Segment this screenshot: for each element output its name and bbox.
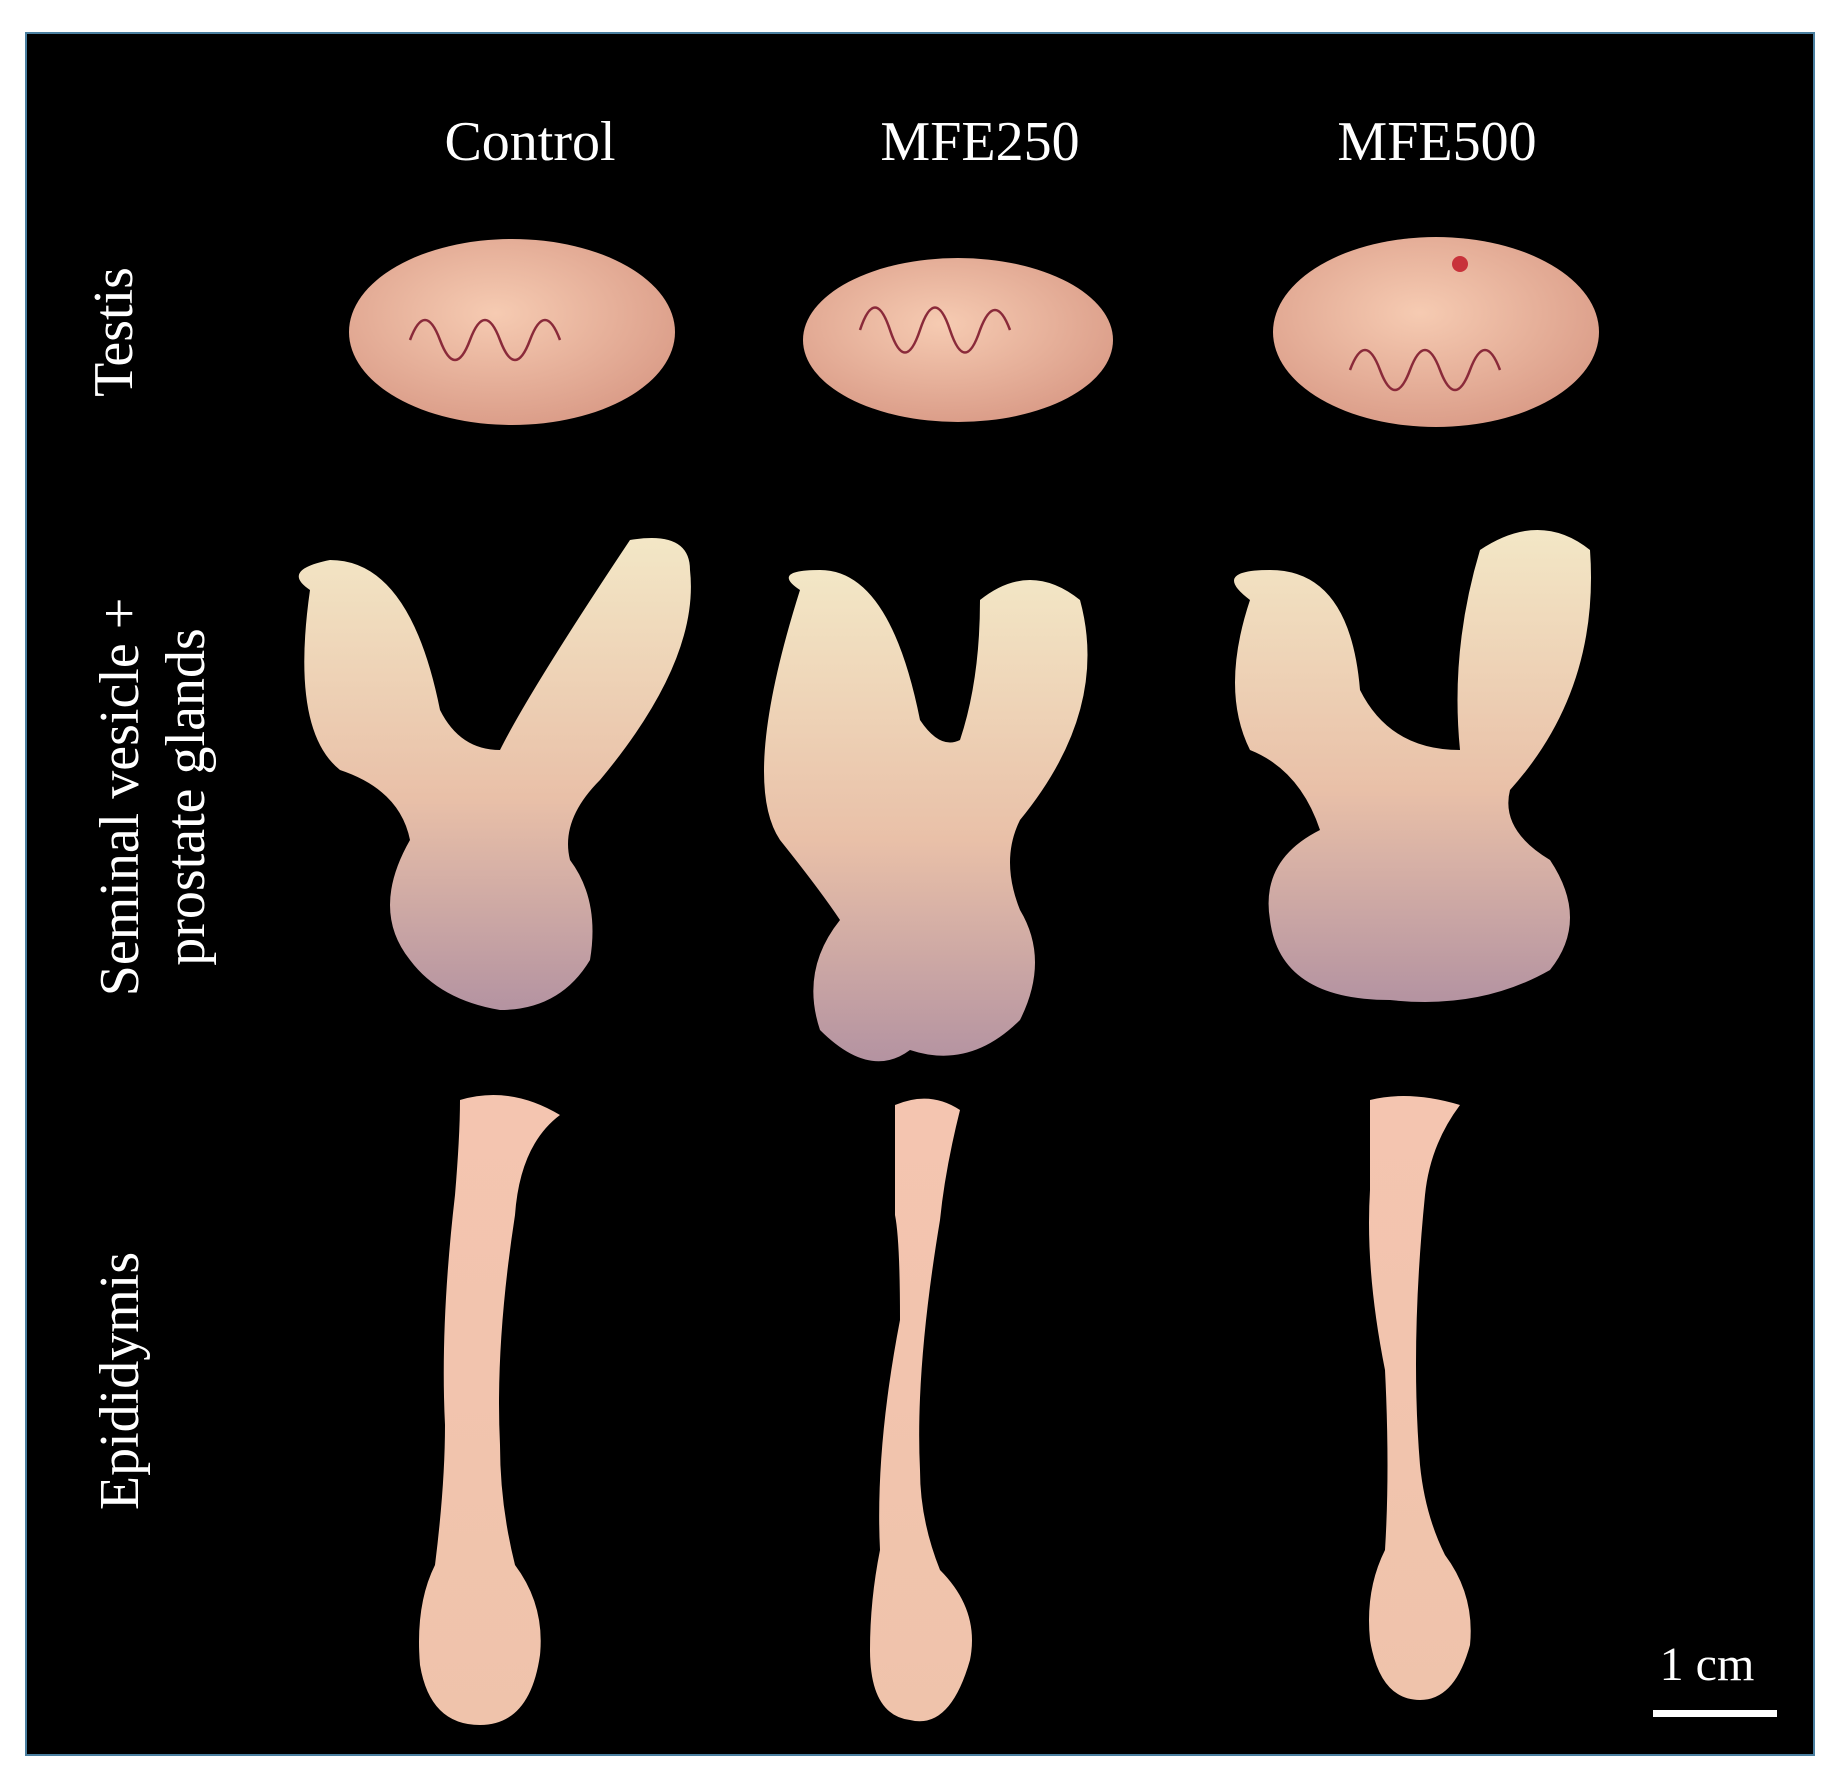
row-label: prostate glands [155,628,217,965]
vessels [408,306,1502,392]
scale-bar-label: 1 cm [1660,1638,1755,1691]
row-label: Testis [83,267,145,397]
scale-bar [1653,1710,1777,1717]
row-label: Seminal vesicle + [89,598,151,997]
column-header: MFE250 [880,111,1079,173]
epididymis-photos [419,1095,1471,1725]
column-header: MFE500 [1337,111,1536,173]
spot [1452,256,1468,272]
vesicle-photos [298,530,1591,1062]
column-header: Control [444,111,615,173]
testis-photos [349,237,1599,427]
row-label: Epididymis [89,1252,151,1510]
